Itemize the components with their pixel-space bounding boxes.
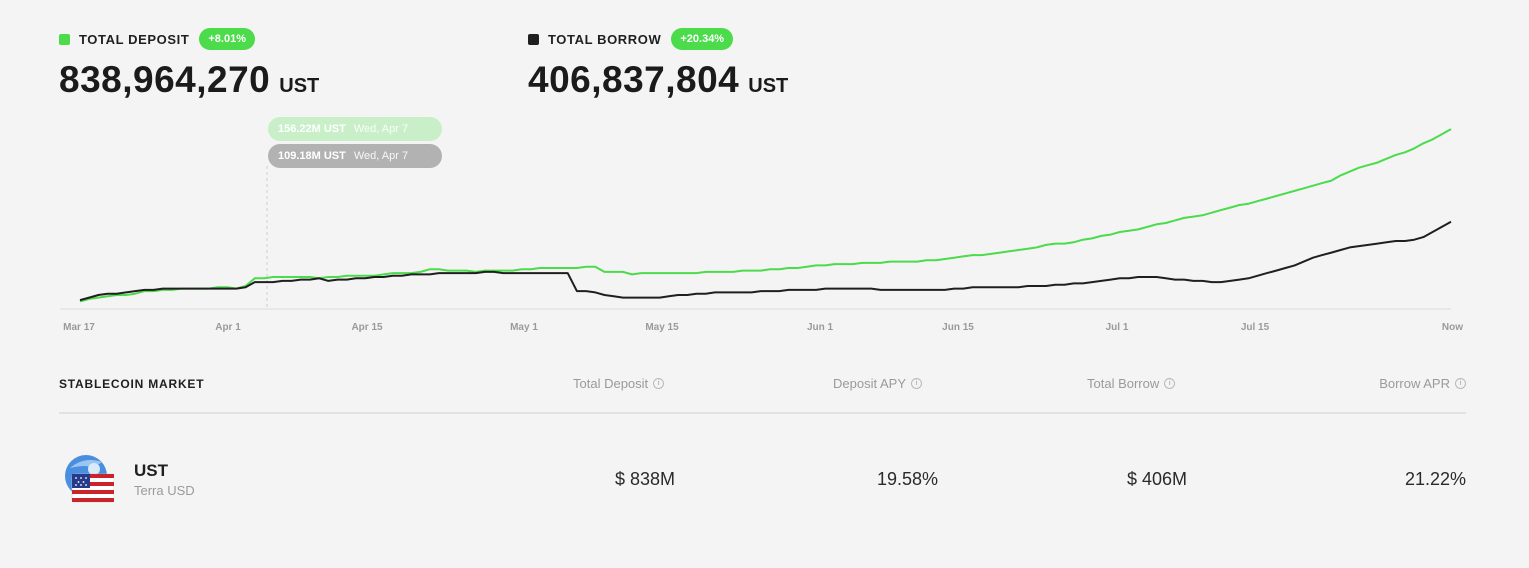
deposit-tooltip-date: Wed, Apr 7	[353, 123, 409, 135]
total-deposit-value: 838,964,270	[59, 59, 271, 100]
x-tick-label: Jun 15	[942, 322, 974, 333]
coin-name: Terra USD	[134, 483, 195, 498]
x-tick-label: Jul 1	[1106, 322, 1129, 333]
x-tick-label: Apr 15	[351, 322, 383, 333]
deposit-borrow-chart[interactable]: Mar 17 Apr 1 Apr 15 May 1 May 15 Jun 1 Jun 15 J…	[0, 0, 1529, 345]
x-tick-label: Mar 17	[63, 322, 95, 333]
total-deposit-header: TOTAL DEPOSIT +8.01%	[59, 28, 319, 50]
info-icon[interactable]: i	[1164, 378, 1176, 389]
total-borrow-stat: TOTAL BORROW +20.34% 406,837,804 UST	[528, 28, 788, 101]
total-deposit-cell: $ 838M	[615, 469, 676, 489]
col-total-borrow-label: Total Borrow	[1087, 376, 1160, 391]
info-icon[interactable]: i	[1455, 378, 1466, 389]
col-borrow-apr-label: Borrow APR	[1379, 376, 1450, 391]
borrow-series-line	[79, 220, 1452, 302]
borrow-tooltip-date: Wed, Apr 7	[353, 150, 409, 162]
borrow-tooltip: 109.18M UST Wed, Apr 7	[268, 144, 442, 168]
col-deposit-apy[interactable]: Deposit APY i	[833, 376, 922, 391]
deposit-tooltip: 156.22M UST Wed, Apr 7	[268, 117, 442, 141]
deposit-tooltip-value: 156.22M UST	[278, 123, 346, 135]
col-deposit-apy-label: Deposit APY	[833, 376, 906, 391]
total-borrow-header: TOTAL BORROW +20.34%	[528, 28, 788, 50]
col-total-deposit-label: Total Deposit	[573, 376, 649, 391]
market-title: STABLECOIN MARKET	[59, 377, 205, 391]
coin-symbol: UST	[134, 461, 168, 480]
total-deposit-unit: UST	[279, 75, 320, 97]
x-tick-label: Jun 1	[807, 322, 834, 333]
borrow-tooltip-value: 109.18M UST	[278, 150, 346, 162]
deposit-change-badge: +8.01%	[199, 28, 255, 50]
ust-coin-icon	[65, 455, 114, 503]
deposit-series-line	[79, 128, 1452, 303]
x-tick-label: May 15	[645, 322, 679, 333]
table-row[interactable]: UST Terra USD $ 838M 19.58% $ 406M 21.22…	[59, 414, 1466, 522]
deposit-legend-swatch	[59, 33, 70, 45]
total-borrow-label: TOTAL BORROW	[548, 31, 662, 47]
x-tick-label: Jul 15	[1241, 322, 1270, 333]
col-total-deposit[interactable]: Total Deposit i	[573, 376, 665, 391]
total-borrow-unit: UST	[748, 75, 789, 97]
total-deposit-value-row: 838,964,270 UST	[59, 59, 319, 101]
market-table-header: STABLECOIN MARKET Total Deposit i Deposit…	[59, 376, 1466, 414]
borrow-change-badge: +20.34%	[671, 28, 734, 50]
stablecoin-market-table: STABLECOIN MARKET Total Deposit i Deposit…	[59, 376, 1466, 522]
info-icon[interactable]: i	[653, 378, 665, 389]
x-tick-label: Now	[1442, 322, 1463, 333]
x-tick-label: May 1	[510, 322, 538, 333]
total-borrow-cell: $ 406M	[1127, 469, 1188, 489]
x-tick-label: Apr 1	[215, 322, 241, 333]
total-borrow-value: 406,837,804	[528, 59, 740, 100]
borrow-legend-swatch	[528, 33, 539, 45]
total-deposit-label: TOTAL DEPOSIT	[79, 31, 190, 47]
info-icon[interactable]: i	[911, 378, 922, 389]
col-borrow-apr[interactable]: Borrow APR i	[1379, 376, 1466, 391]
deposit-apy-cell: 19.58%	[877, 469, 939, 489]
col-total-borrow[interactable]: Total Borrow i	[1087, 376, 1176, 391]
total-deposit-stat: TOTAL DEPOSIT +8.01% 838,964,270 UST	[59, 28, 319, 101]
borrow-apr-cell: 21.22%	[1404, 469, 1466, 489]
total-borrow-value-row: 406,837,804 UST	[528, 59, 788, 101]
